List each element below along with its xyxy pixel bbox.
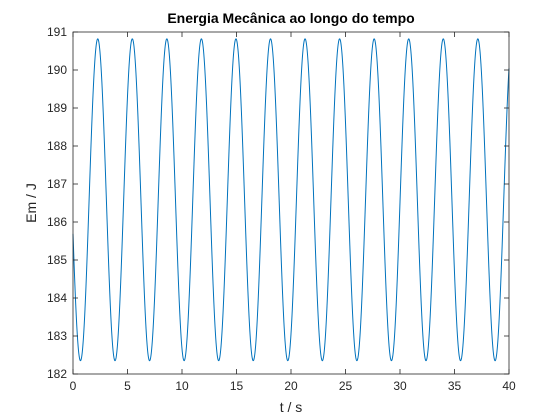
data-point	[166, 38, 167, 39]
y-tick-label: 191	[47, 25, 67, 39]
data-point	[149, 360, 150, 361]
data-point	[97, 38, 98, 39]
data-point	[443, 38, 444, 39]
y-tick-label: 186	[47, 215, 67, 229]
x-tick-label: 35	[448, 379, 462, 393]
y-tick-label: 182	[47, 367, 67, 381]
data-point	[287, 360, 288, 361]
x-tick-label: 15	[230, 379, 244, 393]
data-point	[270, 38, 271, 39]
data-point	[339, 38, 340, 39]
y-tick-label: 189	[47, 101, 67, 115]
data-point	[304, 38, 305, 39]
y-tick-label: 183	[47, 329, 67, 343]
data-point	[477, 38, 478, 39]
x-tick-label: 0	[70, 379, 77, 393]
data-point	[80, 360, 81, 361]
data-point	[408, 38, 409, 39]
y-tick-label: 188	[47, 139, 67, 153]
data-point	[132, 38, 133, 39]
y-axis-label: Em / J	[23, 183, 39, 223]
y-tick-label: 185	[47, 253, 67, 267]
data-point	[374, 38, 375, 39]
y-tick-label: 184	[47, 291, 67, 305]
data-point	[425, 360, 426, 361]
axes-layer: 0 5 10 15 20 25 30 35 40 182 183 184 185 186 187 188 189…	[47, 25, 516, 393]
series-layer	[72, 38, 510, 362]
x-tick-label: 5	[124, 379, 131, 393]
series-line-0	[72, 38, 510, 362]
y-tick-label: 187	[47, 177, 67, 191]
data-point	[322, 360, 323, 361]
data-point	[218, 360, 219, 361]
data-point	[495, 360, 496, 361]
data-point	[356, 360, 357, 361]
data-point	[253, 360, 254, 361]
x-axis-label: t / s	[280, 399, 303, 415]
data-point	[391, 360, 392, 361]
data-point	[235, 38, 236, 39]
x-tick-label: 10	[175, 379, 189, 393]
x-tick-label: 20	[284, 379, 298, 393]
data-point	[460, 360, 461, 361]
y-tick-label: 190	[47, 63, 67, 77]
x-tick-label: 30	[393, 379, 407, 393]
plot-area	[73, 32, 509, 374]
x-tick-label: 40	[502, 379, 516, 393]
data-point	[184, 360, 185, 361]
x-tick-label: 25	[339, 379, 353, 393]
data-point	[201, 38, 202, 39]
chart-title: Energia Mecânica ao longo do tempo	[167, 10, 414, 26]
data-point	[114, 360, 115, 361]
